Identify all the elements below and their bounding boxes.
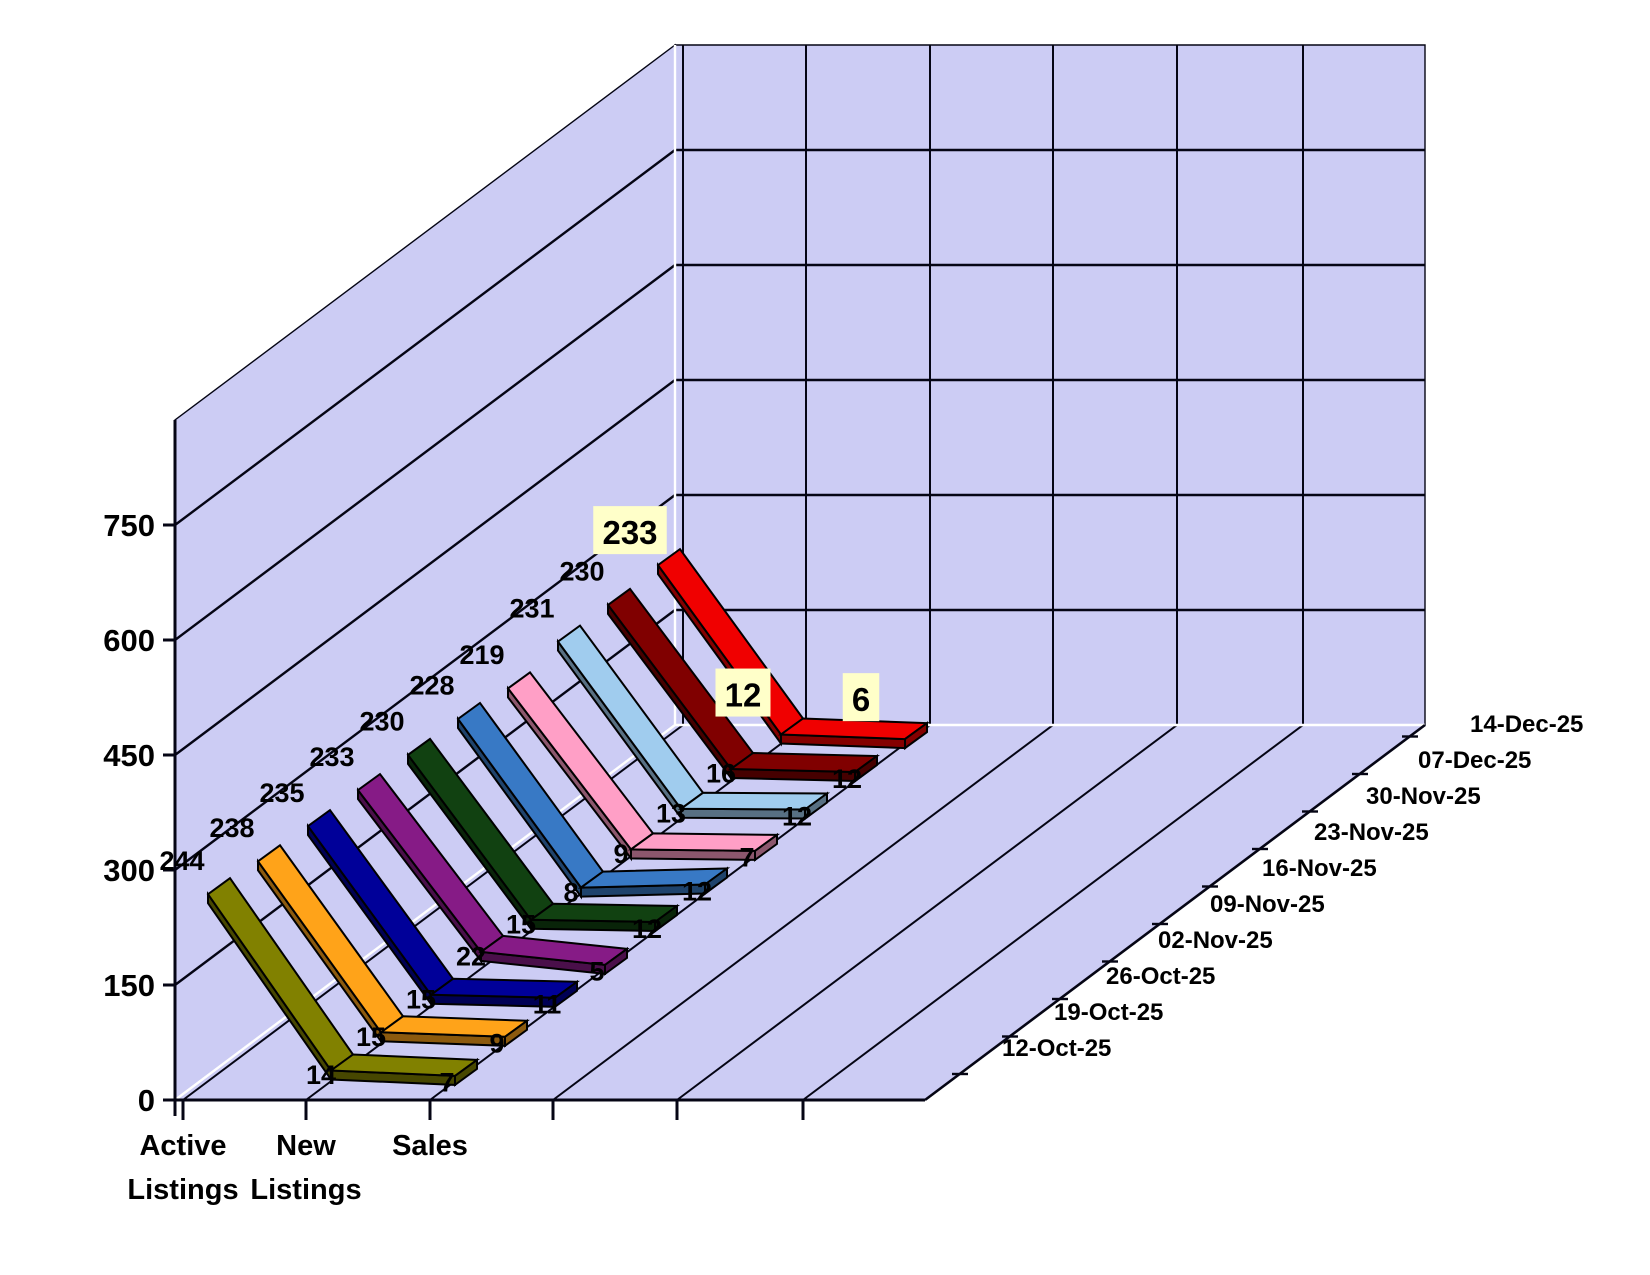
series-axis-date-label: 30-Nov-25 xyxy=(1366,783,1481,810)
data-label: 233 xyxy=(602,514,657,551)
series-ribbon-19-Oct-25 xyxy=(256,843,530,1048)
data-label: 9 xyxy=(613,839,628,869)
data-label: 22 xyxy=(456,942,486,972)
category-axis-label: Sales xyxy=(392,1130,468,1162)
series-axis-date-label: 12-Oct-25 xyxy=(1002,1035,1111,1062)
data-label: 238 xyxy=(209,813,254,843)
data-label: 12 xyxy=(632,914,662,944)
series-ribbon-07-Dec-25 xyxy=(606,587,880,783)
series-axis-date-label: 02-Nov-25 xyxy=(1158,927,1273,954)
series-ribbon-02-Nov-25 xyxy=(356,772,630,976)
category-axis-label: Listings xyxy=(127,1174,238,1206)
ribbon-end-cap xyxy=(554,979,578,1009)
data-label: 15 xyxy=(506,909,536,939)
data-label: 235 xyxy=(259,778,304,808)
series-axis-date-label: 26-Oct-25 xyxy=(1106,963,1215,990)
data-label: 16 xyxy=(706,759,736,789)
value-axis-label: 0 xyxy=(138,1083,155,1118)
data-label: 7 xyxy=(439,1068,454,1098)
data-label: 14 xyxy=(306,1060,336,1090)
series-ribbon-26-Oct-25 xyxy=(306,808,580,1009)
value-axis-label: 150 xyxy=(103,968,155,1003)
data-label: 15 xyxy=(356,1022,386,1052)
series-ribbon-09-Nov-25 xyxy=(406,737,681,933)
data-label: 7 xyxy=(739,843,754,873)
chart-wall-back xyxy=(674,44,1426,726)
data-label: 230 xyxy=(559,557,604,587)
series-ribbon-12-Oct-25 xyxy=(206,876,480,1087)
series-axis-date-label: 16-Nov-25 xyxy=(1262,855,1377,882)
series-axis-date-label: 14-Dec-25 xyxy=(1470,711,1583,738)
data-label: 9 xyxy=(489,1029,504,1059)
data-label: 12 xyxy=(725,676,762,713)
chart-floor xyxy=(175,725,1425,1100)
data-label: 8 xyxy=(563,877,578,907)
data-label: 6 xyxy=(852,681,870,718)
ribbon-top-face xyxy=(778,717,930,741)
series-axis-date-label: 23-Nov-25 xyxy=(1314,819,1429,846)
ribbon-end-cap xyxy=(904,721,928,751)
series-ribbon-30-Nov-25 xyxy=(556,624,831,821)
ribbon-end-cap xyxy=(754,832,778,862)
ribbon-end-cap xyxy=(604,946,628,976)
series-axis-date-label: 09-Nov-25 xyxy=(1210,891,1325,918)
ribbon-end-cap xyxy=(804,791,828,821)
ribbon-end-cap xyxy=(504,1018,528,1048)
value-axis-label: 750 xyxy=(103,508,155,543)
data-label: 5 xyxy=(589,957,604,987)
data-label: 219 xyxy=(459,640,504,670)
data-label: 244 xyxy=(159,846,204,876)
ribbon-end-cap xyxy=(854,754,878,783)
ribbon-end-cap xyxy=(654,904,678,933)
data-label: 11 xyxy=(533,990,562,1020)
data-label: 231 xyxy=(509,593,554,623)
ribbon-top-face xyxy=(378,1015,530,1038)
highlight-label-box xyxy=(593,506,667,555)
data-label: 13 xyxy=(656,799,686,829)
series-ribbon-23-Nov-25 xyxy=(506,671,781,862)
data-label: 15 xyxy=(406,984,436,1014)
value-axis-label: 600 xyxy=(103,623,155,658)
category-axis-label: Listings xyxy=(250,1174,361,1206)
category-axis-label: Active xyxy=(139,1130,226,1162)
series-axis-date-label: 19-Oct-25 xyxy=(1054,999,1163,1026)
data-label: 12 xyxy=(682,876,712,906)
ribbon-end-cap xyxy=(704,866,728,896)
data-label: 12 xyxy=(832,764,862,794)
highlight-label-box xyxy=(842,673,880,722)
highlight-label-box xyxy=(715,668,771,717)
category-axis-label: New xyxy=(276,1130,336,1162)
data-label: 12 xyxy=(782,801,812,831)
series-ribbon-16-Nov-25 xyxy=(456,701,731,900)
data-label: 230 xyxy=(359,707,404,737)
value-axis-label: 450 xyxy=(103,738,155,773)
data-label: 233 xyxy=(309,742,354,772)
value-axis-label: 300 xyxy=(103,853,155,888)
series-axis-date-label: 07-Dec-25 xyxy=(1418,747,1531,774)
data-label: 228 xyxy=(409,671,454,701)
ribbon-top-face xyxy=(627,832,781,852)
ribbon-end-cap xyxy=(454,1057,478,1087)
